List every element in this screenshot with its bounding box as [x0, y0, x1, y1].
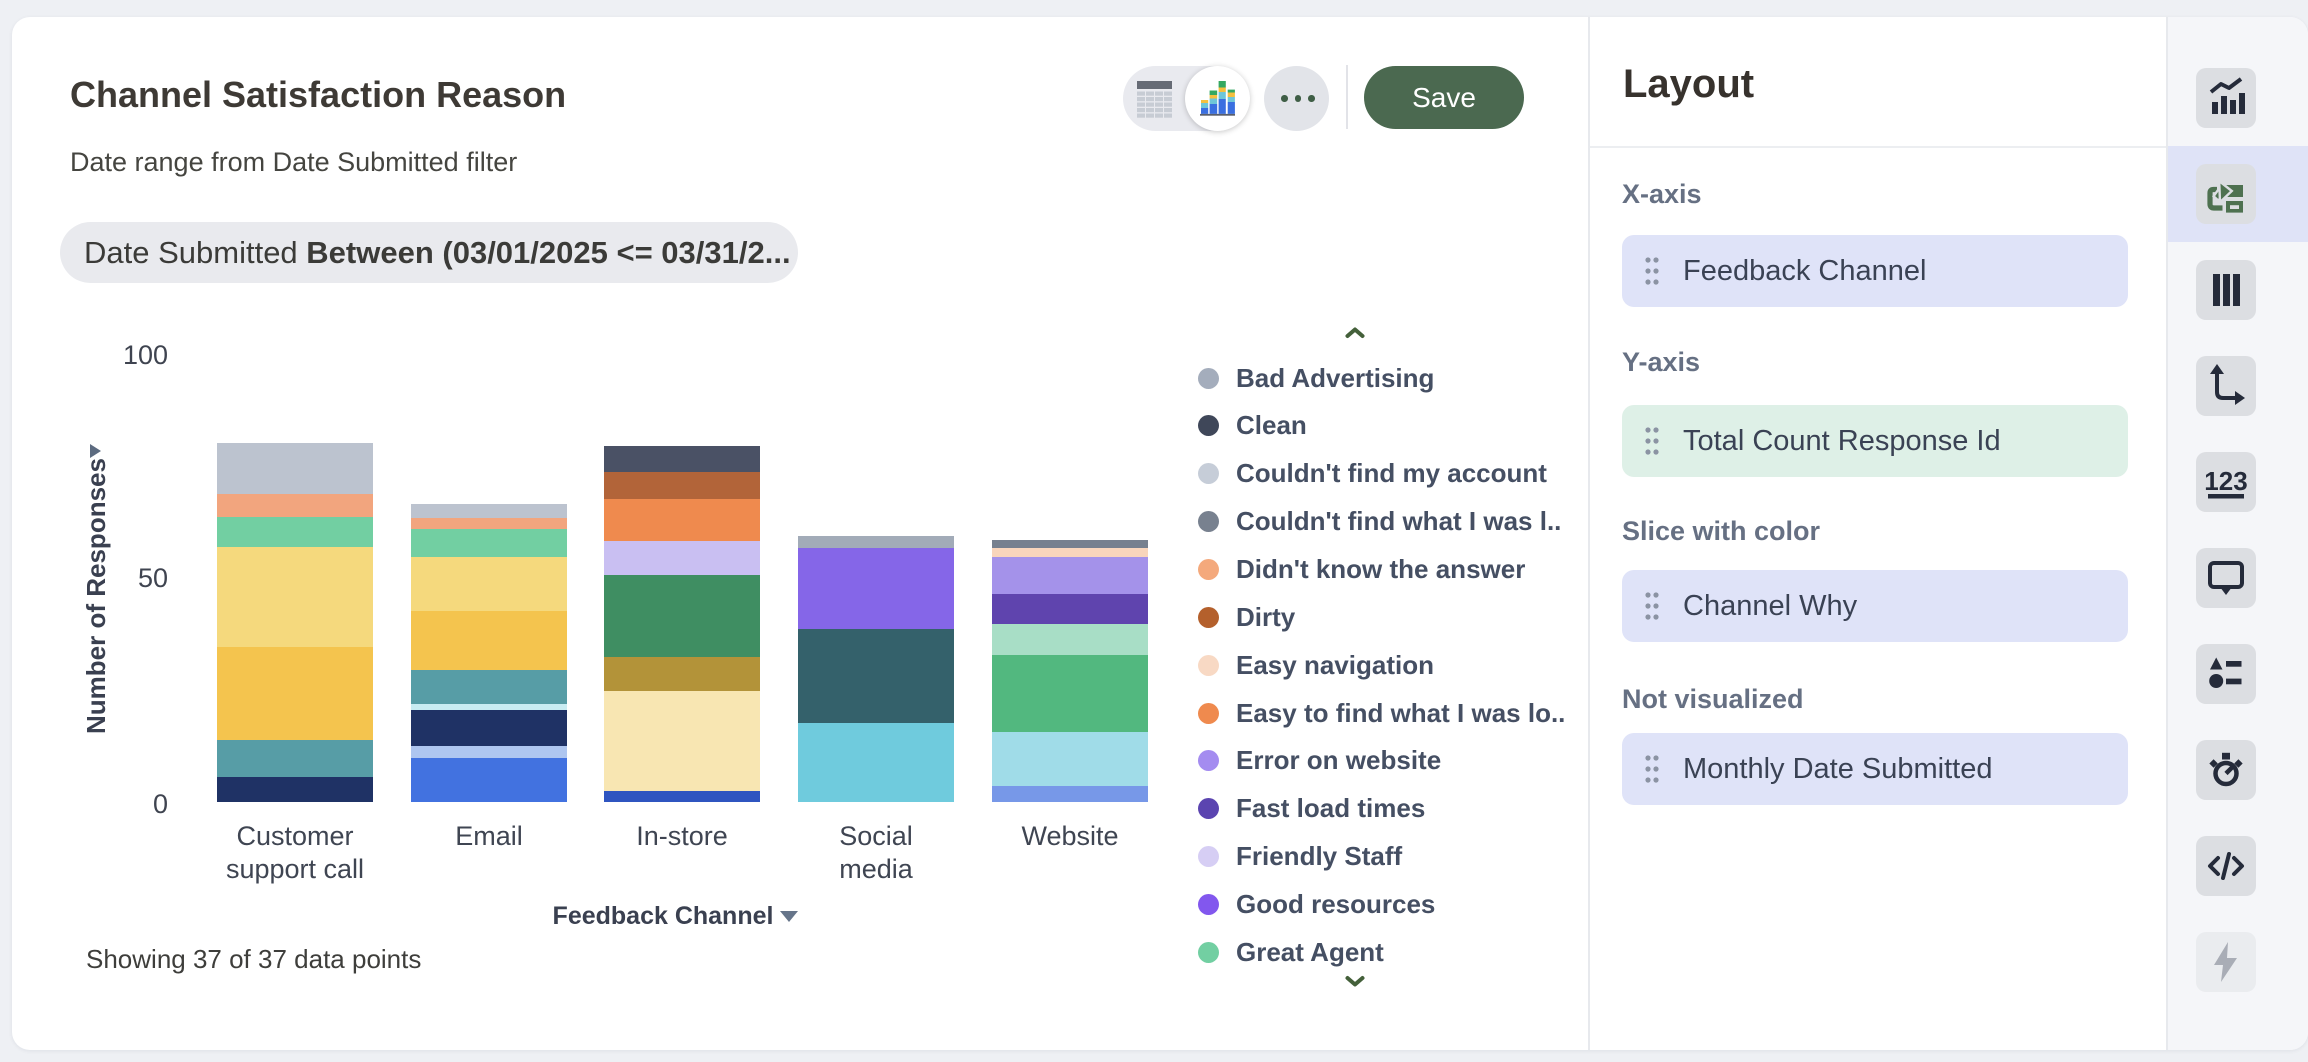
svg-text:123: 123 — [2204, 466, 2247, 496]
